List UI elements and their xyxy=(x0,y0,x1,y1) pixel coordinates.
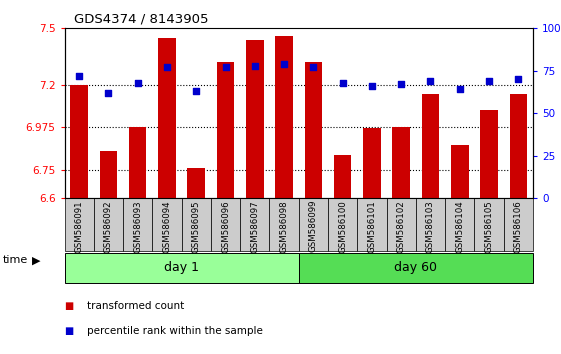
Point xyxy=(163,64,172,70)
Bar xyxy=(475,198,504,251)
Text: GSM586091: GSM586091 xyxy=(75,200,84,252)
Text: GSM586100: GSM586100 xyxy=(338,200,347,253)
Bar xyxy=(158,38,176,198)
Text: GSM586096: GSM586096 xyxy=(221,200,230,252)
Bar xyxy=(153,198,182,251)
Text: GSM586104: GSM586104 xyxy=(456,200,465,253)
Bar xyxy=(298,253,533,283)
Bar xyxy=(269,198,298,251)
Text: GSM586106: GSM586106 xyxy=(514,200,523,253)
Point xyxy=(397,81,406,87)
Bar xyxy=(123,198,153,251)
Bar xyxy=(182,198,211,251)
Bar xyxy=(100,151,117,198)
Bar xyxy=(65,198,94,251)
Text: day 1: day 1 xyxy=(164,261,199,274)
Bar xyxy=(129,127,146,198)
Bar xyxy=(298,198,328,251)
Bar xyxy=(246,40,264,198)
Text: GSM586095: GSM586095 xyxy=(192,200,201,252)
Point xyxy=(309,64,318,70)
Text: percentile rank within the sample: percentile rank within the sample xyxy=(87,326,263,336)
Point xyxy=(75,73,84,79)
Point xyxy=(338,80,347,86)
Bar xyxy=(211,198,240,251)
Bar xyxy=(509,95,527,198)
Point xyxy=(426,78,435,84)
Text: GSM586094: GSM586094 xyxy=(163,200,172,252)
Text: GSM586097: GSM586097 xyxy=(250,200,259,252)
Bar xyxy=(504,198,533,251)
Text: time: time xyxy=(3,255,28,265)
Point xyxy=(133,80,142,86)
Bar xyxy=(94,198,123,251)
Bar xyxy=(416,198,445,251)
Bar xyxy=(328,198,357,251)
Point xyxy=(485,78,494,84)
Bar xyxy=(387,198,416,251)
Text: GSM586103: GSM586103 xyxy=(426,200,435,253)
Bar xyxy=(451,145,468,198)
Text: GSM586093: GSM586093 xyxy=(133,200,142,252)
Point xyxy=(456,87,465,92)
Bar xyxy=(357,198,387,251)
Text: ■: ■ xyxy=(65,326,73,336)
Text: ■: ■ xyxy=(65,301,73,311)
Point xyxy=(514,76,523,82)
Bar xyxy=(422,95,439,198)
Point xyxy=(192,88,201,94)
Text: GSM586102: GSM586102 xyxy=(397,200,406,253)
Bar xyxy=(305,62,322,198)
Point xyxy=(279,61,288,67)
Text: GSM586099: GSM586099 xyxy=(309,200,318,252)
Point xyxy=(250,63,259,69)
Bar xyxy=(275,36,293,198)
Bar xyxy=(70,85,88,198)
Text: GSM586101: GSM586101 xyxy=(367,200,376,253)
Text: GSM586092: GSM586092 xyxy=(104,200,113,252)
Bar xyxy=(187,168,205,198)
Bar xyxy=(392,127,410,198)
Text: day 60: day 60 xyxy=(394,261,438,274)
Point xyxy=(104,90,113,96)
Text: transformed count: transformed count xyxy=(87,301,184,311)
Bar xyxy=(480,109,498,198)
Text: ▶: ▶ xyxy=(32,255,41,265)
Bar xyxy=(334,155,351,198)
Point xyxy=(221,64,230,70)
Bar xyxy=(363,129,381,198)
Point xyxy=(367,83,376,89)
Bar xyxy=(240,198,269,251)
Bar xyxy=(217,62,234,198)
Text: GSM586098: GSM586098 xyxy=(279,200,288,252)
Bar xyxy=(65,253,298,283)
Text: GDS4374 / 8143905: GDS4374 / 8143905 xyxy=(74,13,208,26)
Text: GSM586105: GSM586105 xyxy=(485,200,494,253)
Bar xyxy=(445,198,475,251)
